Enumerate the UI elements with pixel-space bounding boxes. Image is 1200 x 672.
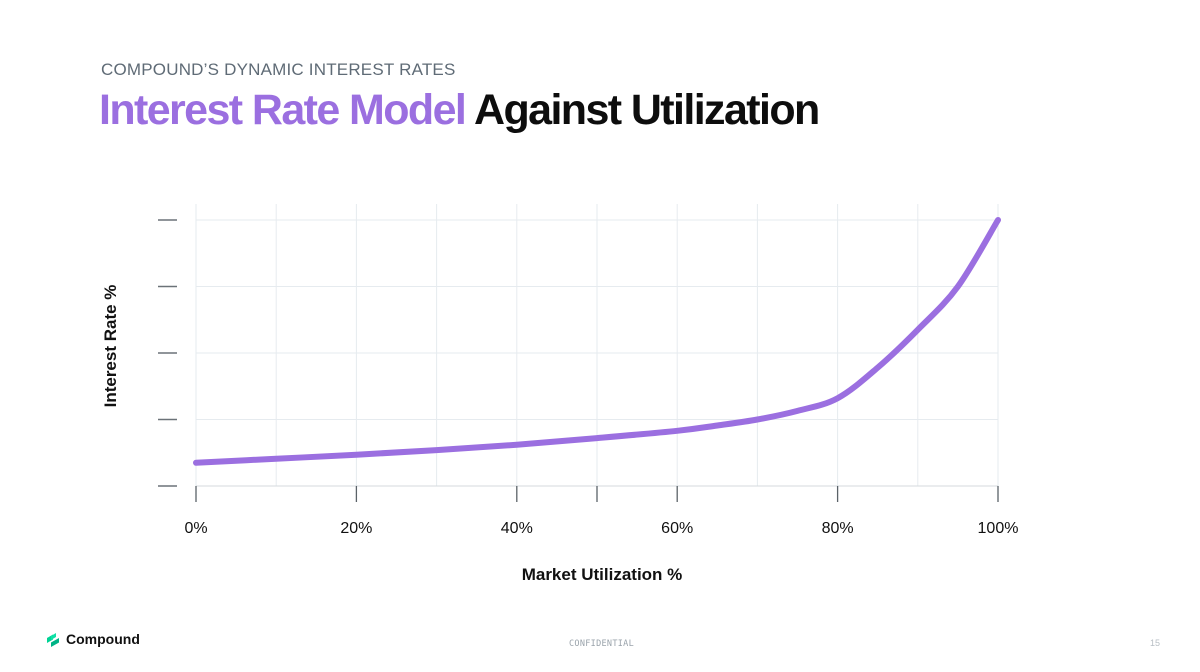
x-tick-label: 40% [501,520,533,537]
x-tick-label: 100% [978,520,1019,537]
slide-eyebrow: COMPOUND’S DYNAMIC INTEREST RATES [101,60,456,79]
slide-title-accent: Interest Rate Model [99,86,467,134]
x-axis-label: Market Utilization % [522,565,683,584]
compound-logo-icon [47,633,59,647]
footer-brand: Compound [66,631,140,647]
slide-title-rest: Against Utilization [474,86,820,134]
interest-rate-line [193,217,1001,466]
x-tick-label: 20% [340,520,372,537]
page-number: 15 [1150,638,1161,648]
x-tick-label: 0% [184,520,207,537]
x-tick-label: 80% [822,520,854,537]
slide-title: Interest Rate Model Against Utilization [99,86,820,135]
x-tick-label: 60% [661,520,693,537]
y-axis-label: Interest Rate % [101,285,120,408]
confidential-label: CONFIDENTIAL [569,639,635,649]
footer-logo: Compound [46,630,140,648]
